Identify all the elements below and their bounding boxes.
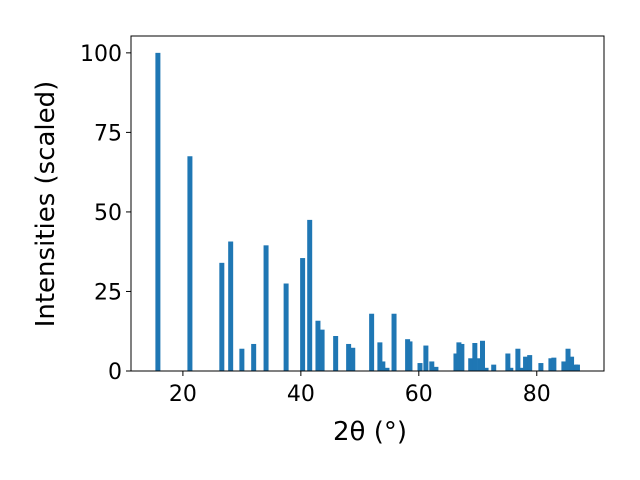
bar (491, 364, 497, 371)
bar (565, 348, 571, 371)
y-tick-label: 75 (94, 121, 122, 146)
bar (456, 342, 462, 371)
plot-frame (130, 35, 605, 372)
x-tick-label: 80 (523, 382, 551, 407)
bar (574, 364, 580, 371)
bar (369, 313, 375, 371)
y-tick-label: 0 (108, 360, 122, 385)
x-tick-label: 20 (169, 382, 197, 407)
bar (508, 367, 514, 371)
bar (527, 355, 533, 371)
bar (523, 356, 529, 371)
bar (472, 343, 478, 371)
bar (346, 343, 352, 371)
bar (239, 348, 245, 371)
bar (480, 340, 486, 371)
bar (423, 345, 429, 371)
x-axis-label: 2θ (°) (333, 417, 407, 447)
bar (433, 366, 439, 371)
bar (515, 348, 521, 371)
bar (538, 363, 544, 371)
bar (319, 329, 325, 371)
bar (350, 347, 356, 371)
bar (380, 361, 386, 371)
bar (569, 356, 575, 371)
bar (459, 343, 465, 371)
bar (561, 361, 567, 371)
bar (505, 353, 511, 371)
x-tick-label: 40 (287, 382, 315, 407)
bar (228, 241, 234, 371)
bar (155, 52, 161, 371)
bar (551, 357, 557, 371)
y-tick-label: 50 (94, 201, 122, 226)
bar (391, 313, 397, 371)
bar (477, 358, 483, 371)
bar (187, 156, 193, 371)
bar (519, 367, 525, 371)
y-axis-label: Intensities (scaled) (31, 81, 61, 328)
bar (453, 353, 459, 371)
bar (407, 341, 413, 371)
bar (468, 358, 474, 371)
bar (384, 367, 390, 371)
y-tick-label: 100 (80, 42, 122, 67)
bar (377, 342, 383, 371)
bar (300, 258, 306, 371)
bar (333, 336, 339, 371)
bar (283, 283, 289, 371)
bar (429, 361, 435, 371)
bar (483, 367, 489, 371)
bar (219, 262, 225, 371)
bar (251, 343, 257, 371)
bar (315, 320, 321, 371)
bar (263, 245, 269, 371)
bar (307, 219, 313, 371)
bar (548, 358, 554, 371)
y-tick-label: 25 (94, 280, 122, 305)
bar (417, 363, 423, 371)
x-tick-label: 60 (405, 382, 433, 407)
